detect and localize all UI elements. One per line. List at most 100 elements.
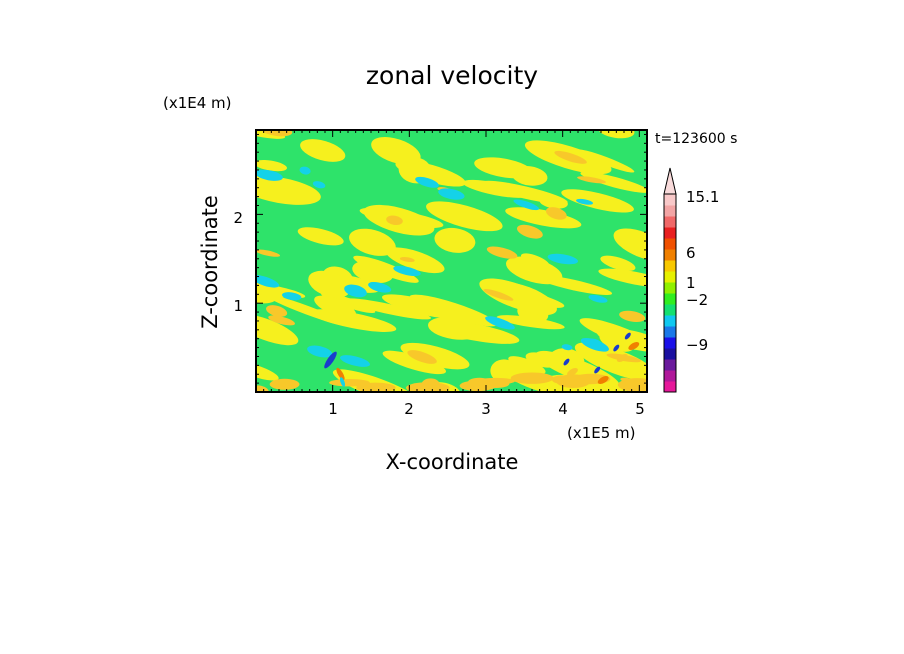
colorbar-cell (664, 238, 676, 250)
colorbar-label: 1 (686, 274, 696, 292)
contour-region (483, 379, 510, 388)
contour-region (256, 361, 279, 381)
contour-region (588, 294, 608, 303)
colorbar-cell (664, 282, 676, 294)
contour-region (256, 249, 281, 257)
contour-region (266, 305, 288, 317)
contour-region (407, 350, 437, 364)
contour-region (312, 181, 326, 189)
y-tick-label: 1 (233, 297, 243, 315)
contour-region (336, 367, 345, 381)
x-tick-label: 4 (558, 400, 568, 418)
contour-region (307, 345, 333, 358)
colorbar-cell (664, 271, 676, 283)
contour-region (587, 338, 602, 348)
contour-region (600, 255, 636, 271)
x-tick-label: 5 (635, 400, 645, 418)
y-axis: 1 2 (233, 209, 243, 315)
contour-region (256, 130, 286, 139)
colorbar-cell (664, 304, 676, 316)
contour-region (438, 188, 465, 200)
colorbar-cell (664, 326, 676, 338)
contour-region (616, 354, 628, 362)
x-axis-title: X-coordinate (386, 450, 519, 474)
contour-region (309, 309, 397, 332)
contour-region (282, 292, 302, 301)
colorbar-cell (664, 381, 676, 393)
contour-region (597, 376, 609, 384)
x-axis: 1 2 3 4 5 (328, 400, 645, 418)
colorbar-cell (664, 205, 676, 217)
contour-region (314, 295, 357, 319)
contour-region (400, 342, 470, 370)
contour-region (256, 314, 299, 346)
contour-region (382, 350, 446, 375)
contour-region (508, 356, 546, 375)
contour-region (496, 315, 565, 330)
contour-region (297, 227, 344, 246)
contour-region (567, 368, 578, 376)
x-tick-label: 1 (328, 400, 338, 418)
colorbar-cell (664, 194, 676, 206)
colorbar-cell (664, 249, 676, 261)
contour-region (628, 342, 640, 350)
contour-region (479, 278, 553, 314)
contour-region (434, 227, 476, 253)
contour-region (386, 215, 403, 226)
contour-region (256, 275, 280, 288)
contour-region (349, 228, 396, 256)
colorbar-cell (664, 359, 676, 371)
contour-region (356, 382, 396, 392)
x-unit-label: (x1E5 m) (567, 424, 636, 442)
contour-region (371, 136, 421, 165)
colorbar-cell (664, 337, 676, 349)
colorbar-frame (663, 193, 677, 393)
contour-region (300, 139, 346, 162)
contour-region (513, 199, 540, 211)
contour-region (415, 176, 439, 188)
contour-region (352, 260, 394, 284)
contour-region (324, 351, 337, 369)
colorbar: 15.1 6 1 −2 −9 (663, 167, 719, 393)
contour-region (344, 284, 367, 298)
contour-field (256, 130, 647, 392)
contour-region (534, 274, 613, 295)
contour-region (563, 358, 570, 366)
contour-region (561, 344, 573, 351)
contour-region (483, 289, 514, 301)
colorbar-label: −2 (686, 291, 708, 309)
contour-region (340, 355, 370, 367)
contour-region (596, 327, 647, 352)
colorbar-label: −9 (686, 336, 708, 354)
contour-region (299, 166, 311, 175)
y-axis-title: Z-coordinate (198, 195, 222, 329)
contour-region (577, 176, 606, 184)
contour-region (393, 265, 421, 277)
contour-region (511, 166, 548, 186)
contour-region (339, 377, 346, 387)
contour-region (399, 256, 415, 263)
tick-marks (256, 130, 648, 392)
contour-region (395, 160, 466, 187)
contour-region (426, 201, 503, 232)
colorbar-cell (664, 227, 676, 239)
contour-region (462, 179, 529, 198)
colorbar-cell (664, 260, 676, 272)
contour-region (308, 270, 351, 298)
contour-region (547, 253, 579, 265)
contour-region (505, 207, 582, 229)
contour-region (268, 315, 295, 326)
colorbar-cell (664, 370, 676, 382)
chart-title: zonal velocity (366, 61, 538, 90)
contour-region (613, 228, 647, 262)
colorbar-cell (664, 216, 676, 228)
contour-region (545, 207, 567, 220)
contour-region (613, 344, 620, 352)
contour-region (485, 316, 515, 330)
colorbar-cell (664, 315, 676, 327)
contour-region (256, 169, 283, 181)
contour-region (551, 375, 571, 384)
contour-region (428, 317, 481, 340)
contour-region (554, 150, 587, 164)
time-label: t=123600 s (655, 131, 737, 147)
